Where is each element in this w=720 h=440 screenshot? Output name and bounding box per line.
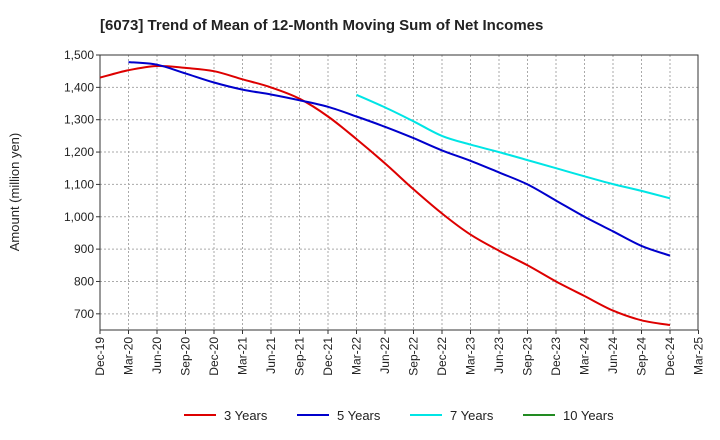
y-tick-label: 1,000 (64, 210, 94, 224)
x-tick-label: Dec-21 (321, 337, 335, 376)
series-line-7-years (356, 93, 671, 200)
x-tick-label: Jun-22 (378, 337, 392, 374)
y-tick-label: 900 (74, 242, 94, 256)
x-tick-label: Mar-25 (692, 337, 706, 375)
y-tick-label: 1,500 (64, 48, 94, 62)
x-tick-label: Mar-20 (122, 337, 136, 375)
x-axis-ticks: Dec-19 Mar-20 Jun-20 Sep-20 Dec-20 Mar-21 Jun-… (93, 330, 706, 376)
y-tick-label: 1,300 (64, 113, 94, 127)
grid (100, 54, 698, 330)
x-tick-label: Dec-19 (93, 337, 107, 376)
series-group (99, 61, 671, 327)
series-line-3-years (99, 64, 671, 327)
x-tick-label: Dec-23 (549, 337, 563, 376)
y-tick-label: 1,400 (64, 80, 94, 94)
x-tick-label: Sep-24 (635, 337, 649, 376)
x-tick-label: Dec-22 (435, 337, 449, 376)
y-tick-label: 1,100 (64, 177, 94, 191)
legend-label-10-years: 10 Years (563, 408, 614, 423)
x-tick-label: Mar-23 (464, 337, 478, 375)
x-tick-label: Dec-24 (663, 337, 677, 376)
x-tick-label: Sep-21 (293, 337, 307, 376)
x-tick-label: Dec-20 (207, 337, 221, 376)
x-tick-label: Jun-20 (150, 337, 164, 374)
x-tick-label: Sep-23 (521, 337, 535, 376)
legend: 3 Years 5 Years 7 Years 10 Years (184, 408, 614, 423)
legend-label-5-years: 5 Years (337, 408, 381, 423)
legend-label-7-years: 7 Years (450, 408, 494, 423)
x-tick-label: Sep-20 (179, 337, 193, 376)
y-axis-ticks: 700 800 900 1,000 1,100 1,200 1,300 1,400 1,500 (64, 48, 100, 321)
y-axis-label: Amount (million yen) (7, 133, 22, 252)
series-line-5-years (128, 61, 671, 257)
y-tick-label: 700 (74, 307, 94, 321)
x-tick-label: Mar-22 (350, 337, 364, 375)
x-tick-label: Sep-22 (407, 337, 421, 376)
x-tick-label: Jun-23 (492, 337, 506, 374)
plot-area-frame (99, 54, 699, 331)
x-tick-label: Mar-24 (578, 337, 592, 375)
x-tick-label: Mar-21 (236, 337, 250, 375)
y-tick-label: 800 (74, 274, 94, 288)
x-tick-label: Jun-24 (606, 337, 620, 374)
chart-title: [6073] Trend of Mean of 12-Month Moving … (100, 17, 543, 34)
legend-label-3-years: 3 Years (224, 408, 268, 423)
x-tick-label: Jun-21 (264, 337, 278, 374)
y-tick-label: 1,200 (64, 145, 94, 159)
